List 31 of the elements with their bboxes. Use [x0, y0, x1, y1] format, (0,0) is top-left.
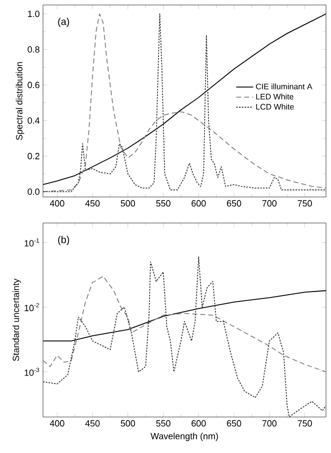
x-tick-label: 650	[227, 200, 242, 207]
y-tick-label: 0.8	[28, 46, 40, 53]
x-tick-label: 550	[156, 420, 170, 427]
y-tick-label: 0.6	[28, 82, 40, 88]
line-series	[43, 256, 326, 417]
x-tick-label: 550	[156, 200, 170, 207]
y-tick-label: 10$^{-3}$	[24, 368, 40, 376]
x-tick-label: 400	[50, 420, 64, 427]
y-axis-title: Standard uncertainty	[12, 278, 21, 361]
y-tick-label: 0.0	[28, 188, 40, 195]
x-tick-label: 650	[227, 420, 242, 427]
annotation: (a)	[58, 18, 70, 28]
x-tick-label: 450	[85, 200, 100, 207]
y-axis-title: Spectral distribution	[16, 62, 24, 140]
y-tick-label: 0.4	[28, 117, 40, 124]
x-tick-label: 700	[262, 200, 277, 207]
y-tick-label: 1.0	[28, 10, 40, 18]
x-tick-label: 600	[192, 420, 206, 427]
y-tick-label: 10$^{-1}$	[24, 238, 40, 246]
y-tick-label: 0.2	[28, 152, 40, 160]
x-tick-label: 500	[120, 420, 136, 427]
annotation: (b)	[58, 236, 70, 246]
x-tick-label: 400	[50, 200, 64, 207]
x-tick-label: 500	[120, 200, 136, 207]
x-tick-label: 450	[85, 420, 100, 427]
x-tick-label: 600	[192, 200, 206, 207]
x-tick-label: 750	[298, 200, 312, 207]
x-axis-title: Wavelength (nm)	[150, 432, 218, 442]
y-tick-label: 10$^{-2}$	[24, 303, 40, 312]
x-tick-label: 700	[262, 420, 277, 427]
x-tick-label: 750	[298, 420, 312, 427]
